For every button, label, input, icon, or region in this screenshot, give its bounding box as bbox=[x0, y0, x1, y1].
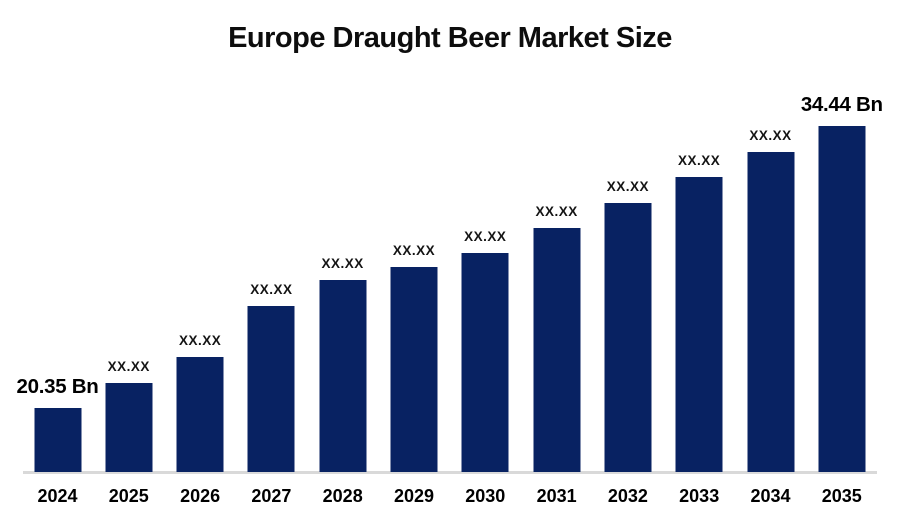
bar-2030 bbox=[461, 253, 509, 472]
x-axis-tick-2034: 2034 bbox=[750, 486, 791, 506]
bar-value-label-2025: XX.XX bbox=[107, 359, 150, 374]
bar-value-label-2033: XX.XX bbox=[678, 153, 721, 168]
x-axis-tick-2033: 2033 bbox=[679, 486, 720, 506]
bar-value-label-2024: 20.35 Bn bbox=[16, 375, 99, 398]
chart-title: Europe Draught Beer Market Size bbox=[228, 22, 672, 54]
bar-2029 bbox=[390, 267, 438, 472]
x-axis-line bbox=[23, 471, 877, 474]
bar-2031 bbox=[533, 228, 581, 472]
bar-2034 bbox=[747, 152, 794, 472]
bar-2028 bbox=[319, 280, 367, 472]
bar-2027 bbox=[247, 306, 295, 472]
bar-value-label-2030: XX.XX bbox=[464, 229, 507, 244]
bar-value-label-2032: XX.XX bbox=[606, 179, 650, 194]
x-axis-tick-2029: 2029 bbox=[393, 486, 435, 506]
bar-2032 bbox=[604, 203, 652, 472]
bar-2033 bbox=[675, 177, 723, 472]
x-axis-tick-2024: 2024 bbox=[37, 486, 78, 506]
bar-value-label-2029: XX.XX bbox=[392, 243, 436, 258]
x-axis-tick-2035: 2035 bbox=[821, 486, 862, 506]
x-axis-tick-2028: 2028 bbox=[322, 486, 363, 506]
x-axis-tick-2027: 2027 bbox=[251, 486, 292, 506]
x-axis-tick-2025: 2025 bbox=[108, 486, 149, 506]
bar-2035 bbox=[818, 126, 866, 472]
x-axis-tick-2030: 2030 bbox=[465, 486, 506, 506]
bar-value-label-2034: XX.XX bbox=[749, 128, 792, 143]
bar-value-label-2028: XX.XX bbox=[321, 256, 364, 271]
bar-2024 bbox=[34, 408, 81, 472]
bar-2026 bbox=[176, 357, 224, 472]
bar-value-label-2027: XX.XX bbox=[250, 282, 293, 297]
bar-value-label-2035: 34.44 Bn bbox=[800, 93, 883, 116]
bar-value-label-2026: XX.XX bbox=[178, 333, 222, 348]
x-axis-tick-2026: 2026 bbox=[180, 486, 221, 506]
bar-value-label-2031: XX.XX bbox=[535, 204, 578, 219]
x-axis-tick-2032: 2032 bbox=[607, 486, 648, 506]
bar-2025 bbox=[105, 383, 153, 472]
x-axis-tick-2031: 2031 bbox=[536, 486, 577, 506]
